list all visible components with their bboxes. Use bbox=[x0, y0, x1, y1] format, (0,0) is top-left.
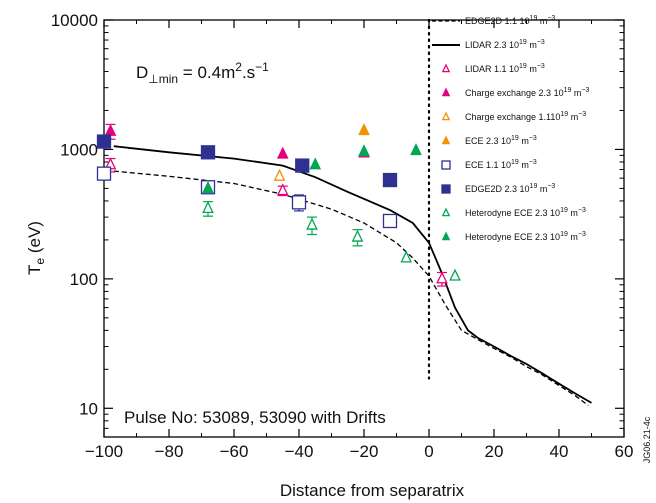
legend-swatch-cx_23 bbox=[441, 87, 451, 97]
x-tick-label: −100 bbox=[85, 442, 123, 461]
legend-label-cx_23: Charge exchange 2.3 1019 m−3 bbox=[465, 87, 589, 98]
data-point-het_23 bbox=[358, 144, 370, 157]
plot-frame bbox=[103, 19, 625, 438]
series-layer bbox=[96, 18, 592, 407]
legend-item-lidar_11: LIDAR 1.1 1019 m−3 bbox=[441, 63, 545, 74]
x-tick-label: 40 bbox=[550, 442, 569, 461]
legend-swatch-ece_11 bbox=[441, 160, 451, 170]
y-tick-label: 10000 bbox=[51, 11, 98, 30]
data-point-cx_23 bbox=[276, 146, 289, 159]
data-point-lidar_11 bbox=[436, 271, 448, 284]
data-point-lidar_11 bbox=[276, 183, 289, 196]
pulse-annotation: Pulse No: 53089, 53090 with Drifts bbox=[124, 408, 386, 427]
legend-label-lidar_11: LIDAR 1.1 1019 m−3 bbox=[465, 63, 545, 74]
x-tick-label: 60 bbox=[615, 442, 634, 461]
legend-swatch-cx_11 bbox=[441, 111, 451, 121]
data-point-ece_23 bbox=[358, 123, 370, 136]
x-tick-label: −20 bbox=[350, 442, 379, 461]
legend-item-cx_11: Charge exchange 1.11019 m−3 bbox=[441, 111, 586, 122]
legend-label-edge2d_23: EDGE2D 2.3 1019 m−3 bbox=[465, 183, 555, 194]
x-tick-label: −80 bbox=[155, 442, 184, 461]
legend-swatch-edge2d_23 bbox=[441, 184, 451, 194]
legend: EDGE2D 1.1 1019 m−3 LIDAR 2.3 1019 m−3 LID… bbox=[432, 15, 589, 242]
y-tick-label: 1000 bbox=[60, 140, 98, 159]
data-point-ece_11 bbox=[382, 213, 398, 229]
x-axis-label: Distance from separatrix bbox=[280, 481, 465, 500]
x-tick-label: 0 bbox=[424, 442, 433, 461]
data-point-het_11 bbox=[400, 250, 413, 263]
data-point-het_23 bbox=[202, 180, 214, 193]
data-point-het_23 bbox=[410, 143, 422, 156]
legend-label-lidar_23: LIDAR 2.3 1019 m−3 bbox=[465, 39, 545, 50]
series-line-lidar_23 bbox=[113, 145, 592, 404]
data-point-edge2d_23 bbox=[96, 134, 112, 149]
legend-item-edge2d_11: EDGE2D 1.1 1019 m−3 bbox=[432, 15, 555, 26]
y-tick-label: 10 bbox=[79, 399, 98, 418]
legend-swatch-het_11 bbox=[441, 207, 451, 217]
y-tick-label: 100 bbox=[70, 270, 98, 289]
legend-swatch-ece_23 bbox=[441, 135, 451, 145]
legend-label-het_11: Heterodyne ECE 2.3 1019 m−3 bbox=[465, 207, 586, 218]
legend-label-edge2d_11: EDGE2D 1.1 1019 m−3 bbox=[465, 15, 555, 26]
data-point-het_11 bbox=[306, 217, 318, 230]
data-point-cx_23 bbox=[104, 123, 117, 136]
legend-swatch-lidar_11 bbox=[441, 63, 451, 73]
figure-id: JG06.21-4c bbox=[642, 416, 652, 463]
legend-item-het_11: Heterodyne ECE 2.3 1019 m−3 bbox=[441, 207, 586, 218]
legend-label-het_23: Heterodyne ECE 2.3 1019 m−3 bbox=[465, 231, 586, 242]
data-point-edge2d_23 bbox=[382, 172, 398, 188]
data-point-edge2d_23 bbox=[200, 145, 216, 160]
series-line-edge2d_11 bbox=[113, 170, 589, 407]
data-point-ece_11 bbox=[96, 166, 112, 181]
data-point-het_11 bbox=[202, 200, 214, 213]
data-point-ece_11 bbox=[291, 195, 307, 210]
y-axis-label: Te (eV) bbox=[25, 221, 47, 275]
legend-item-ece_11: ECE 1.1 1019 m−3 bbox=[441, 159, 537, 170]
x-tick-label: 20 bbox=[485, 442, 504, 461]
diffusion-annotation: D⊥min = 0.4m2.s−1 bbox=[136, 60, 269, 86]
legend-swatch-het_23 bbox=[441, 231, 451, 241]
legend-label-cx_11: Charge exchange 1.11019 m−3 bbox=[465, 111, 586, 122]
data-point-cx_11 bbox=[273, 168, 286, 181]
x-tick-label: −60 bbox=[220, 442, 249, 461]
data-point-het_11 bbox=[449, 268, 461, 281]
legend-label-ece_23: ECE 2.3 1019 m−3 bbox=[465, 135, 537, 146]
data-point-het_11 bbox=[351, 229, 364, 242]
data-point-edge2d_23 bbox=[295, 158, 310, 173]
legend-item-edge2d_23: EDGE2D 2.3 1019 m−3 bbox=[441, 183, 555, 194]
x-tick-label: −40 bbox=[285, 442, 314, 461]
plot-border bbox=[103, 19, 625, 438]
axis-ticks: −100 −80 −60 −40 −20 0 20 40 60 10 100 1000 10000 bbox=[51, 11, 634, 461]
legend-item-lidar_23: LIDAR 2.3 1019 m−3 bbox=[432, 39, 545, 50]
legend-label-ece_11: ECE 1.1 1019 m−3 bbox=[465, 159, 537, 170]
legend-item-cx_23: Charge exchange 2.3 1019 m−3 bbox=[441, 87, 589, 98]
data-point-het_23 bbox=[309, 157, 322, 170]
legend-item-het_23: Heterodyne ECE 2.3 1019 m−3 bbox=[441, 231, 586, 242]
legend-item-ece_23: ECE 2.3 1019 m−3 bbox=[441, 135, 537, 146]
